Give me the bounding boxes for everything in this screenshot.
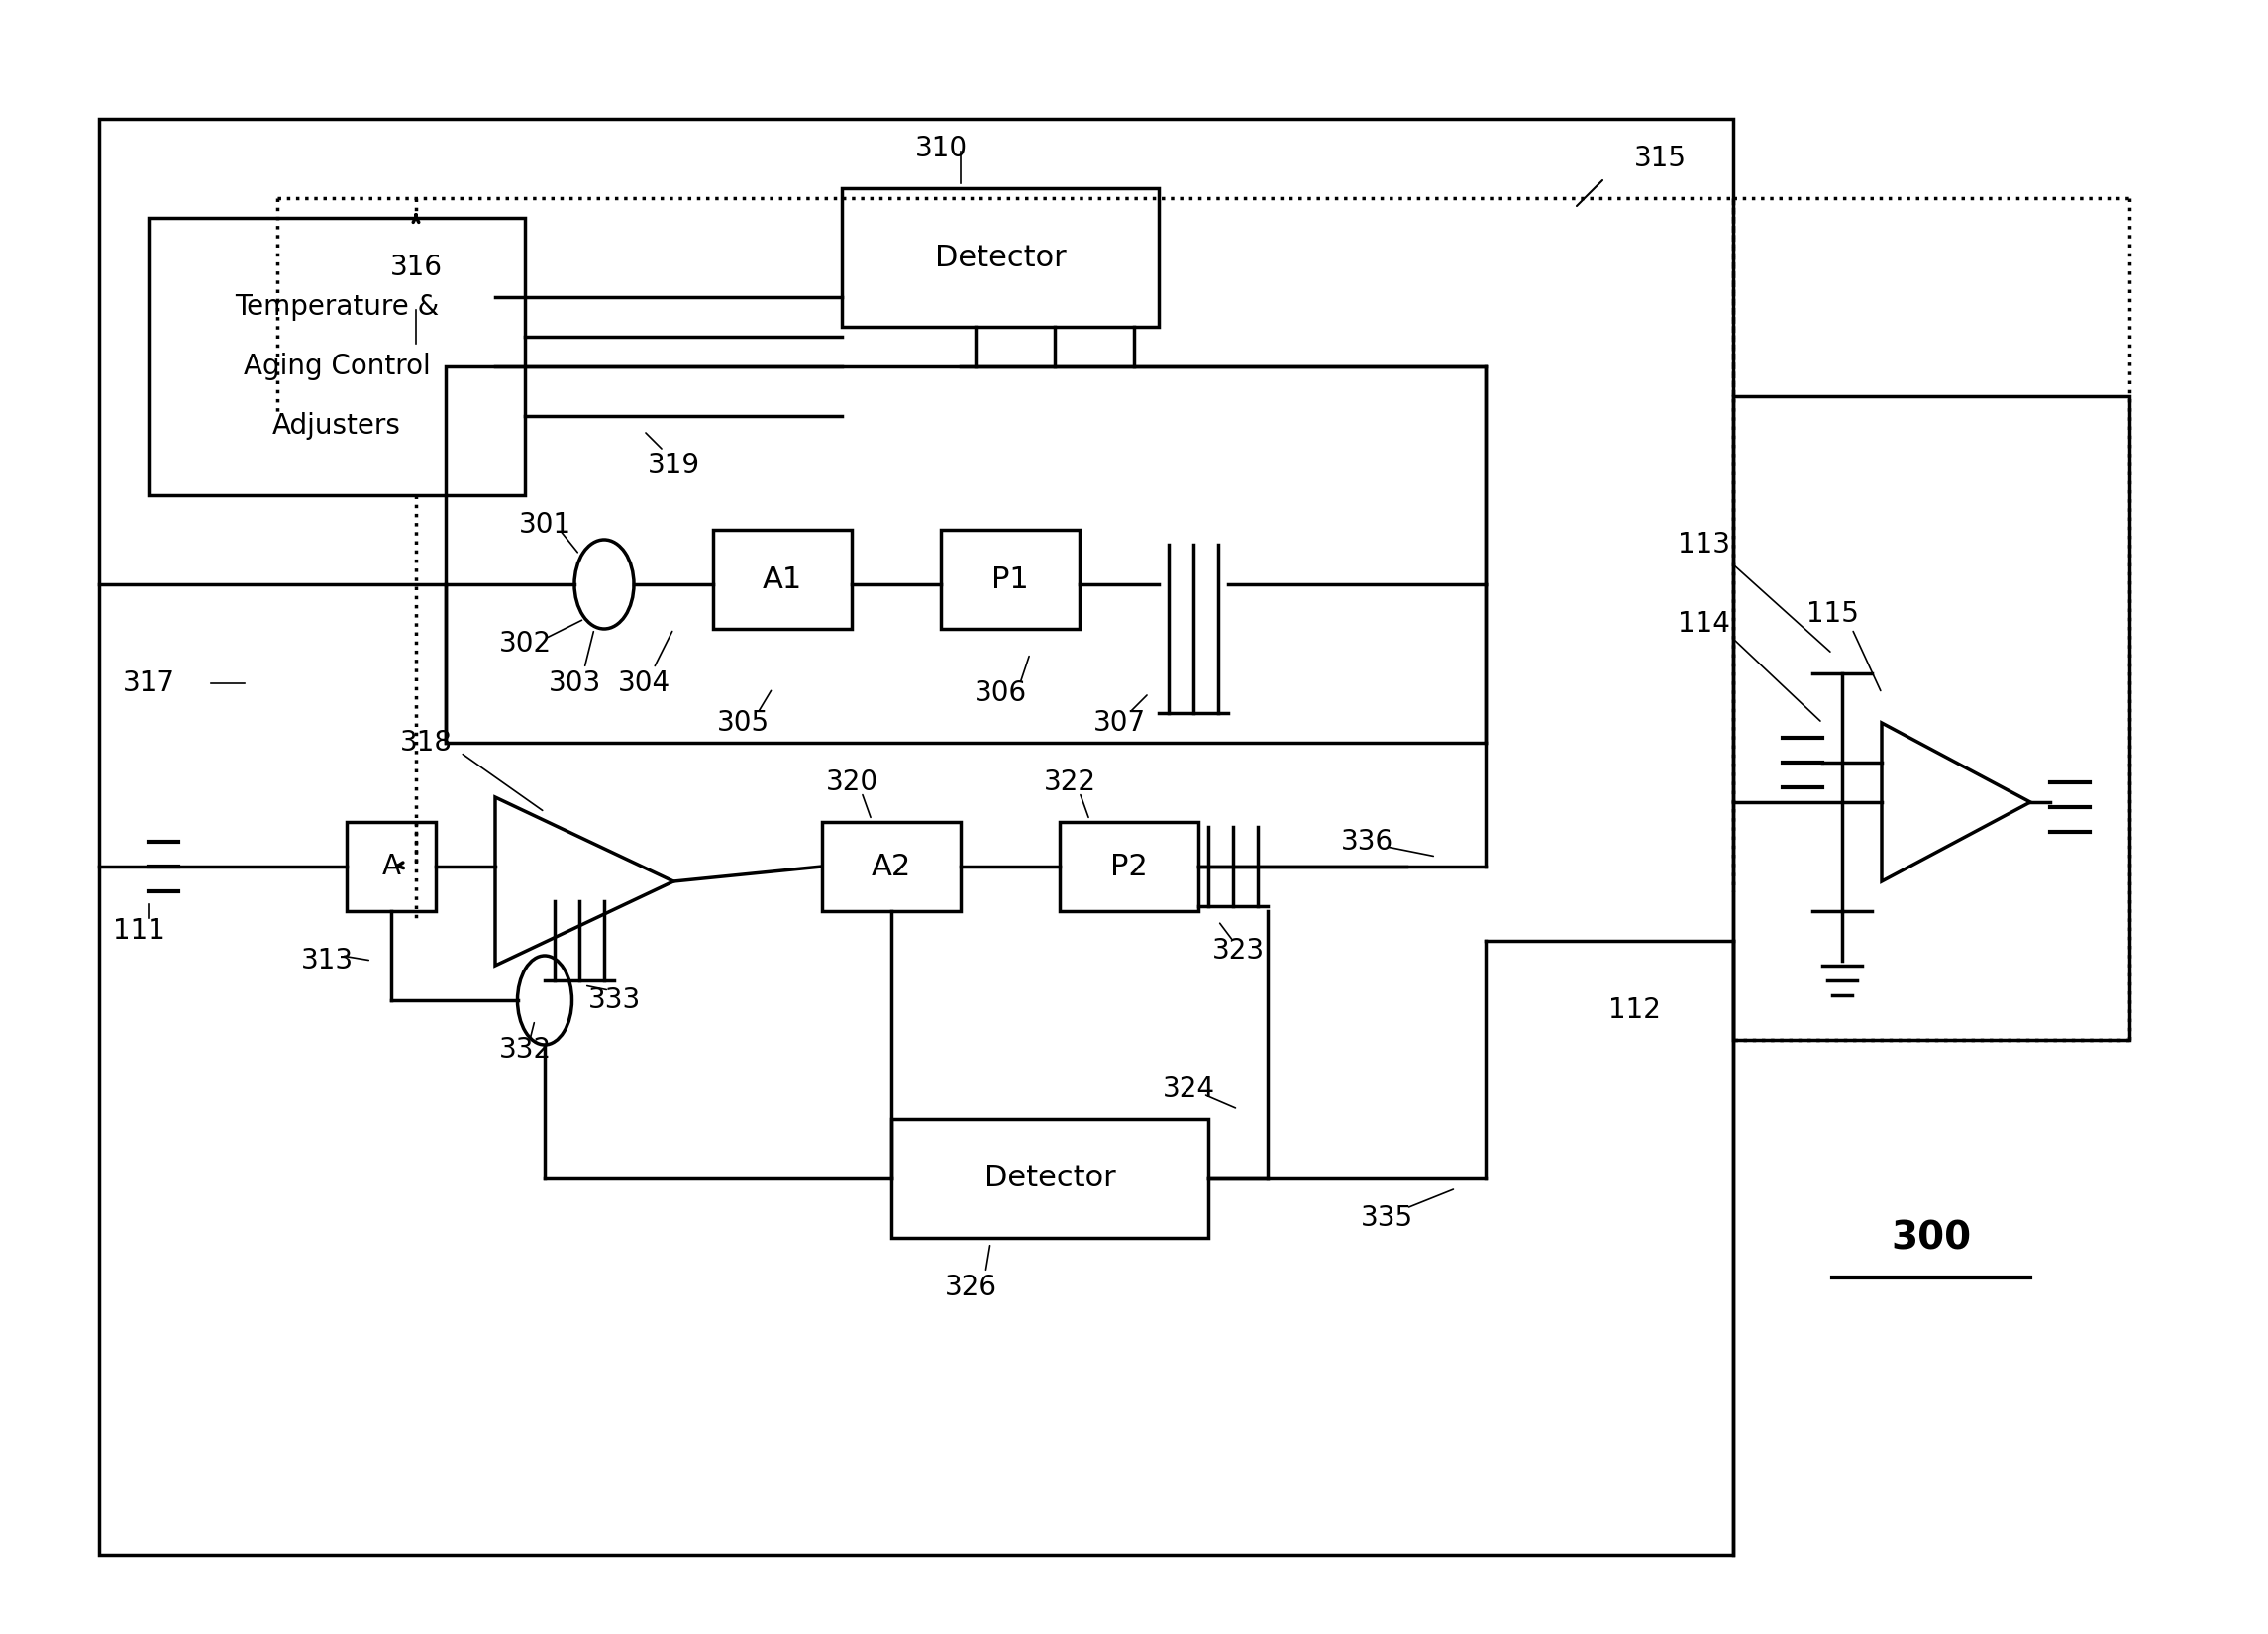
Text: 317: 317	[122, 670, 175, 698]
Text: A: A	[381, 853, 401, 881]
Text: 302: 302	[499, 629, 551, 657]
Text: Adjusters: Adjusters	[272, 412, 401, 440]
Text: 335: 335	[1361, 1204, 1413, 1232]
Text: Detector: Detector	[934, 243, 1066, 271]
Text: 323: 323	[1211, 936, 1263, 964]
Bar	[891, 1119, 1209, 1239]
Bar	[821, 822, 962, 912]
Bar	[447, 366, 1486, 743]
Bar	[841, 188, 1159, 327]
Text: 310: 310	[914, 134, 966, 162]
Text: 306: 306	[973, 680, 1027, 708]
Text: P2: P2	[1111, 853, 1148, 881]
Text: 315: 315	[1635, 144, 1687, 172]
Text: A1: A1	[762, 565, 803, 593]
Text: 115: 115	[1805, 600, 1857, 627]
Text: Temperature &: Temperature &	[234, 292, 440, 320]
Text: 333: 333	[587, 987, 640, 1015]
Text: 319: 319	[646, 451, 701, 479]
Text: 332: 332	[499, 1036, 551, 1064]
Text: 320: 320	[826, 768, 878, 796]
Text: 336: 336	[1340, 828, 1393, 856]
Text: 301: 301	[519, 511, 572, 539]
Text: 313: 313	[302, 946, 354, 974]
Text: 113: 113	[1678, 531, 1730, 559]
Text: 304: 304	[617, 670, 669, 698]
Text: 318: 318	[399, 729, 451, 757]
Text: 112: 112	[1608, 997, 1660, 1025]
Text: 307: 307	[1093, 709, 1145, 737]
Text: 322: 322	[1043, 768, 1095, 796]
Bar	[347, 822, 435, 912]
Text: A2: A2	[871, 853, 912, 881]
Bar	[712, 529, 853, 629]
Text: 305: 305	[717, 709, 769, 737]
Text: 326: 326	[943, 1273, 998, 1301]
Text: 300: 300	[1892, 1219, 1971, 1257]
Text: 316: 316	[390, 253, 442, 281]
Text: Detector: Detector	[984, 1163, 1116, 1193]
Bar	[941, 529, 1080, 629]
Bar	[1733, 395, 2130, 1039]
Bar	[150, 217, 524, 495]
Text: Aging Control: Aging Control	[243, 353, 431, 381]
Bar	[1059, 822, 1198, 912]
Text: 111: 111	[113, 917, 166, 944]
Text: P1: P1	[991, 565, 1030, 593]
Text: 324: 324	[1161, 1075, 1216, 1103]
Text: 114: 114	[1678, 609, 1730, 637]
Bar	[100, 119, 1733, 1556]
Text: 303: 303	[549, 670, 601, 698]
